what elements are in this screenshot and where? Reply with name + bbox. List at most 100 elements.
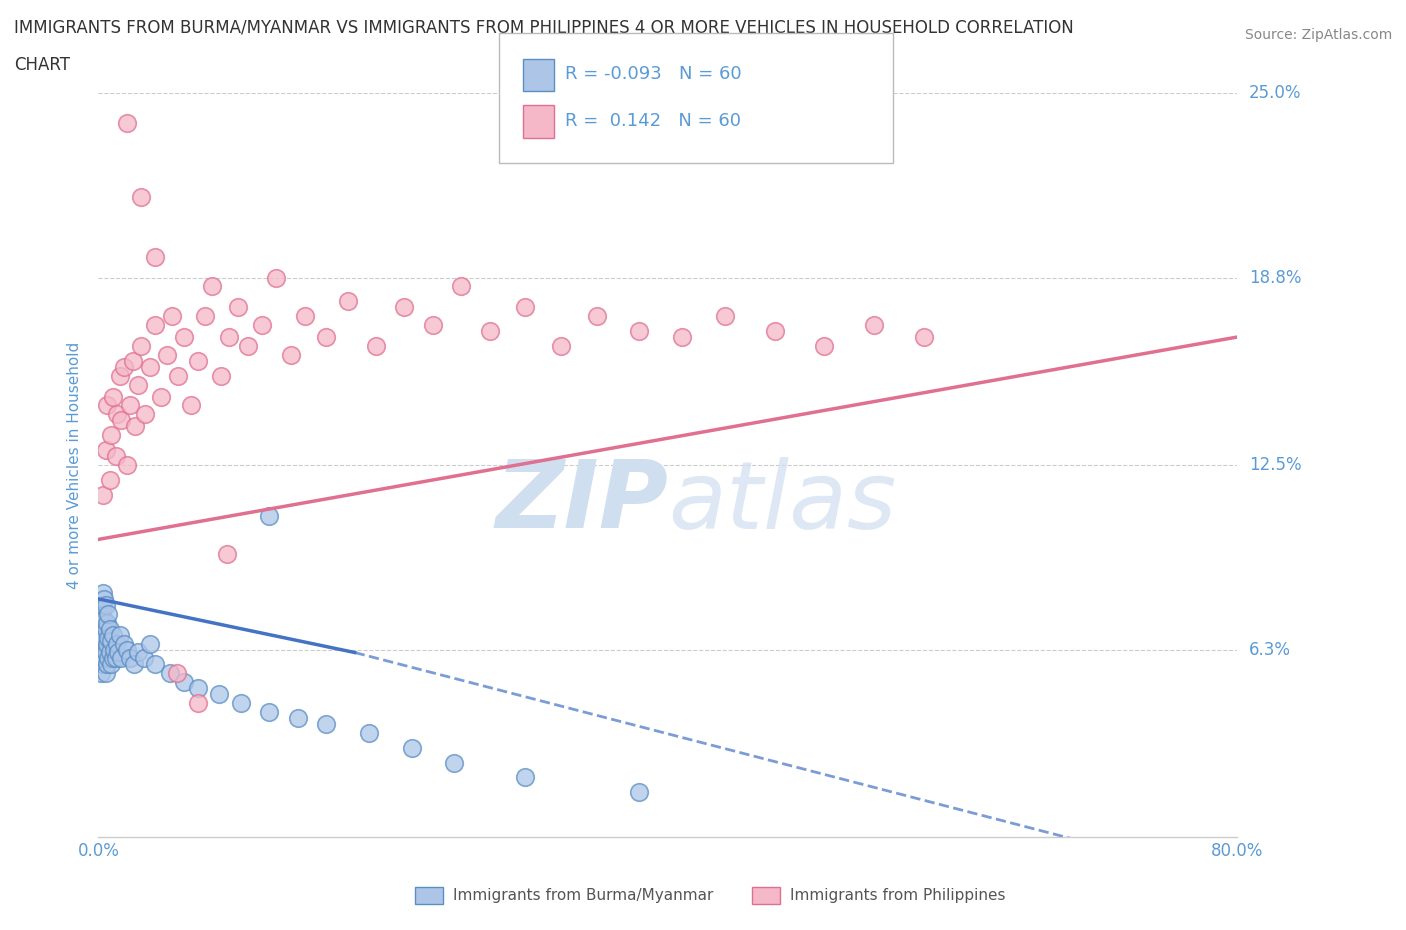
Point	[145, 657, 167, 671]
Point	[218, 329, 240, 344]
Point	[108, 627, 131, 642]
Point	[134, 407, 156, 422]
Point	[173, 329, 195, 344]
Point	[100, 633, 122, 648]
Point	[91, 487, 114, 502]
Point	[93, 631, 115, 645]
Point	[115, 458, 138, 472]
Point	[98, 645, 121, 660]
Point	[98, 472, 121, 487]
Point	[112, 636, 135, 651]
Point	[315, 329, 337, 344]
Point	[91, 597, 114, 612]
Text: atlas: atlas	[668, 457, 896, 548]
Text: ZIP: ZIP	[495, 457, 668, 548]
Text: 18.8%: 18.8%	[1249, 269, 1301, 286]
Point	[585, 309, 607, 324]
Point	[124, 418, 146, 433]
Point	[250, 318, 273, 333]
Point	[294, 309, 316, 324]
Point	[104, 651, 127, 666]
Point	[813, 339, 835, 353]
Point	[287, 711, 309, 725]
Point	[515, 299, 537, 314]
Point	[150, 389, 173, 404]
Point	[110, 413, 132, 428]
Point	[763, 324, 786, 339]
Point	[101, 627, 124, 642]
Text: IMMIGRANTS FROM BURMA/MYANMAR VS IMMIGRANTS FROM PHILIPPINES 4 OR MORE VEHICLES : IMMIGRANTS FROM BURMA/MYANMAR VS IMMIGRA…	[14, 19, 1074, 36]
Point	[89, 636, 111, 651]
Point	[315, 716, 337, 731]
Point	[93, 591, 115, 606]
Point	[115, 642, 138, 657]
Point	[162, 309, 184, 324]
Point	[118, 651, 141, 666]
Point	[91, 616, 114, 631]
Point	[115, 115, 138, 130]
Point	[90, 606, 112, 621]
Point	[93, 612, 115, 627]
Point	[104, 448, 127, 463]
Point	[103, 642, 125, 657]
Point	[912, 329, 935, 344]
Point	[166, 666, 188, 681]
Point	[127, 378, 149, 392]
Point	[394, 299, 416, 314]
Point	[105, 407, 128, 422]
Point	[138, 359, 160, 374]
Point	[443, 755, 465, 770]
Point	[121, 353, 143, 368]
Point	[259, 508, 281, 523]
Point	[714, 309, 737, 324]
Point	[91, 586, 114, 601]
Point	[422, 318, 444, 333]
Point	[336, 294, 359, 309]
Text: 25.0%: 25.0%	[1249, 84, 1301, 102]
Point	[209, 368, 232, 383]
Point	[96, 398, 118, 413]
Point	[108, 368, 131, 383]
Text: R = -0.093   N = 60: R = -0.093 N = 60	[565, 65, 742, 84]
Point	[145, 249, 167, 264]
Point	[180, 398, 202, 413]
Point	[101, 651, 124, 666]
Point	[280, 348, 302, 363]
Point	[138, 636, 160, 651]
Point	[118, 398, 141, 413]
Point	[208, 686, 231, 701]
Text: CHART: CHART	[14, 56, 70, 73]
Point	[100, 657, 122, 671]
Point	[515, 770, 537, 785]
Point	[478, 324, 501, 339]
Point	[91, 657, 114, 671]
Point	[100, 428, 122, 443]
Point	[863, 318, 886, 333]
Point	[236, 339, 259, 353]
Point	[97, 606, 120, 621]
Point	[127, 645, 149, 660]
Point	[90, 666, 112, 681]
Point	[187, 353, 209, 368]
Point	[122, 657, 145, 671]
Text: Immigrants from Burma/Myanmar: Immigrants from Burma/Myanmar	[453, 888, 713, 903]
Point	[107, 645, 129, 660]
Point	[90, 645, 112, 660]
Point	[94, 621, 117, 636]
Point	[90, 627, 112, 642]
Point	[266, 270, 288, 285]
Point	[97, 651, 120, 666]
Point	[94, 645, 117, 660]
Y-axis label: 4 or more Vehicles in Household: 4 or more Vehicles in Household	[67, 341, 83, 589]
Point	[226, 299, 249, 314]
Point	[215, 547, 238, 562]
Point	[357, 725, 380, 740]
Point	[671, 329, 693, 344]
Point	[628, 324, 651, 339]
Text: Source: ZipAtlas.com: Source: ZipAtlas.com	[1244, 28, 1392, 42]
Point	[110, 651, 132, 666]
Point	[94, 597, 117, 612]
Point	[156, 348, 179, 363]
Text: 12.5%: 12.5%	[1249, 456, 1302, 474]
Point	[89, 651, 111, 666]
